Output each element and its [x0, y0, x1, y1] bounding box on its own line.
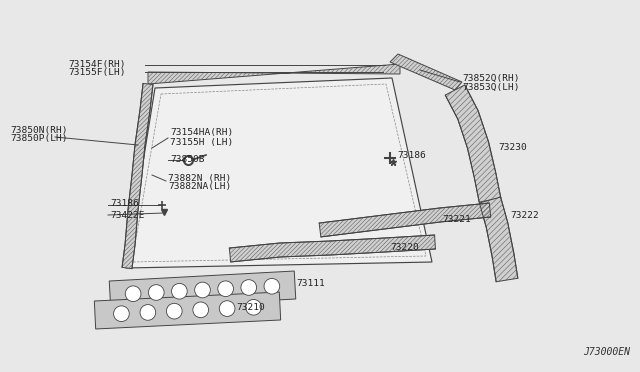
- Text: 73230: 73230: [498, 144, 527, 153]
- Text: 73155H (LH): 73155H (LH): [170, 138, 233, 147]
- Circle shape: [218, 281, 234, 296]
- Polygon shape: [390, 54, 462, 90]
- Circle shape: [246, 299, 261, 315]
- Text: 73852Q(RH): 73852Q(RH): [462, 74, 520, 83]
- Text: 73882NA(LH): 73882NA(LH): [168, 183, 231, 192]
- Text: 73186: 73186: [397, 151, 426, 160]
- Text: 73222: 73222: [510, 211, 539, 219]
- Circle shape: [264, 278, 280, 294]
- Text: 73111: 73111: [296, 279, 324, 288]
- Text: 73154HA(RH): 73154HA(RH): [170, 128, 233, 138]
- Text: 73186: 73186: [110, 199, 139, 208]
- Circle shape: [193, 302, 209, 318]
- Text: 73850P(LH): 73850P(LH): [10, 135, 67, 144]
- Circle shape: [195, 282, 211, 298]
- Circle shape: [125, 286, 141, 302]
- Text: 73210: 73210: [236, 304, 265, 312]
- Circle shape: [172, 283, 188, 299]
- Text: 73220: 73220: [390, 244, 419, 253]
- Polygon shape: [109, 271, 296, 309]
- Text: 73422E: 73422E: [110, 211, 145, 219]
- Polygon shape: [229, 235, 435, 262]
- Circle shape: [140, 305, 156, 320]
- Polygon shape: [148, 64, 400, 84]
- Polygon shape: [122, 83, 153, 269]
- Polygon shape: [126, 78, 432, 268]
- Text: J73000EN: J73000EN: [583, 347, 630, 357]
- Text: 73221: 73221: [442, 215, 471, 224]
- Polygon shape: [94, 292, 281, 329]
- Text: 73850N(RH): 73850N(RH): [10, 125, 67, 135]
- Circle shape: [166, 303, 182, 319]
- Text: 73850B: 73850B: [170, 154, 205, 164]
- Polygon shape: [445, 85, 500, 202]
- Text: 73154F(RH): 73154F(RH): [68, 61, 125, 70]
- Circle shape: [113, 306, 129, 321]
- Circle shape: [148, 285, 164, 300]
- Text: 73882N (RH): 73882N (RH): [168, 173, 231, 183]
- Polygon shape: [479, 197, 518, 282]
- Polygon shape: [319, 203, 491, 237]
- Text: 73155F(LH): 73155F(LH): [68, 68, 125, 77]
- Text: 73853Q(LH): 73853Q(LH): [462, 83, 520, 92]
- Circle shape: [241, 280, 257, 295]
- Circle shape: [220, 301, 235, 317]
